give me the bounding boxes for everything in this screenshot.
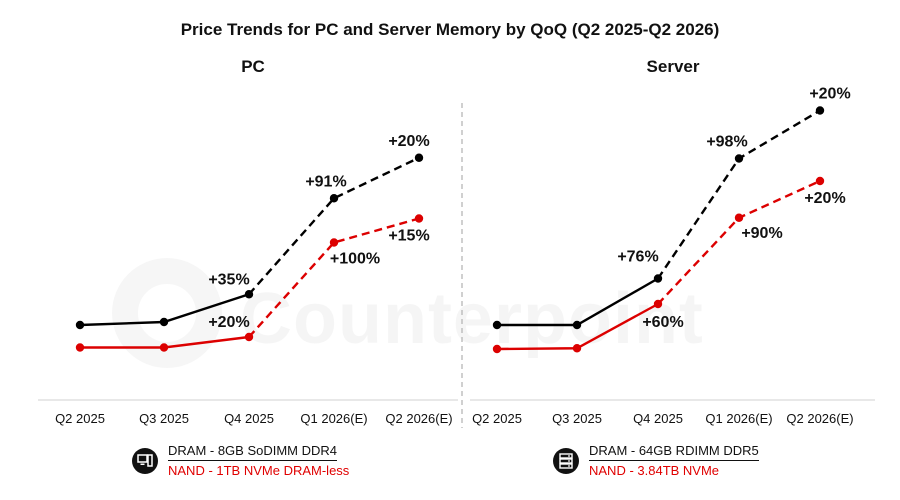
pc-series-0-point (329, 194, 339, 203)
server-series-0-point (653, 274, 663, 283)
server-legend-dram: DRAM - 64GB RDIMM DDR5 (589, 443, 759, 461)
server-series-0-point (492, 320, 502, 330)
pc-series-0-point (244, 290, 254, 299)
pc-series-0-data-label: +20% (388, 133, 429, 150)
server-icon (553, 448, 579, 474)
server-series-1-data-label: +20% (804, 190, 845, 207)
pc-icon (132, 448, 158, 474)
server-series-1-point (492, 344, 502, 354)
server-series-1-point (653, 299, 663, 309)
server-series-0-data-label: +20% (809, 86, 850, 103)
pc-series-0-forecast-line (248, 156, 420, 296)
pc-series-1-point (159, 343, 169, 352)
pc-x-tick-label: Q1 2026(E) (300, 411, 367, 426)
pc-legend-nand: NAND - 1TB NVMe DRAM-less (168, 463, 350, 478)
server-legend-nand: NAND - 3.84TB NVMe (589, 463, 720, 478)
server-series-0-point (572, 320, 582, 330)
server-series-0-point (734, 154, 744, 163)
server-x-tick-label: Q2 2026(E) (786, 411, 853, 426)
pc-panel-title: PC (241, 57, 265, 76)
server-series-1-data-label: +90% (741, 225, 782, 242)
pc-x-tick-label: Q2 2026(E) (385, 411, 452, 426)
pc-series-1-point (414, 214, 424, 223)
pc-series-0-point (159, 317, 169, 327)
pc-series-1-data-label: +100% (330, 251, 380, 268)
pc-series-0-data-label: +35% (208, 271, 249, 288)
pc-series-1-forecast-line (248, 217, 420, 338)
server-x-tick-label: Q3 2025 (552, 411, 602, 426)
pc-series-1-data-label: +20% (208, 314, 249, 331)
server-series-0-data-label: +98% (706, 134, 747, 151)
server-series-1-point (815, 176, 825, 186)
server-x-tick-label: Q1 2026(E) (705, 411, 772, 426)
server-series-1-point (734, 213, 744, 222)
server-series-1-point (572, 344, 582, 353)
pc-series-0-point (75, 320, 85, 330)
pc-x-tick-label: Q4 2025 (224, 411, 274, 426)
pc-series-1-point (329, 238, 339, 247)
pc-x-tick-label: Q2 2025 (55, 411, 105, 426)
chart-title: Price Trends for PC and Server Memory by… (180, 20, 720, 39)
pc-series-1-point (244, 332, 254, 342)
pc-x-tick-label: Q3 2025 (139, 411, 189, 426)
server-x-tick-label: Q4 2025 (633, 411, 683, 426)
pc-series-1-data-label: +15% (388, 228, 429, 245)
pc-series-1-point (75, 343, 85, 352)
server-x-tick-label: Q2 2025 (472, 411, 522, 426)
server-series-1-data-label: +60% (642, 314, 683, 331)
server-panel-title: Server (646, 57, 700, 76)
pc-legend-dram: DRAM - 8GB SoDIMM DDR4 (168, 443, 338, 461)
pc-series-0-point (414, 153, 424, 162)
pc-series-0-data-label: +91% (305, 173, 346, 190)
server-series-0-data-label: +76% (617, 249, 658, 266)
server-series-0-point (815, 106, 825, 115)
